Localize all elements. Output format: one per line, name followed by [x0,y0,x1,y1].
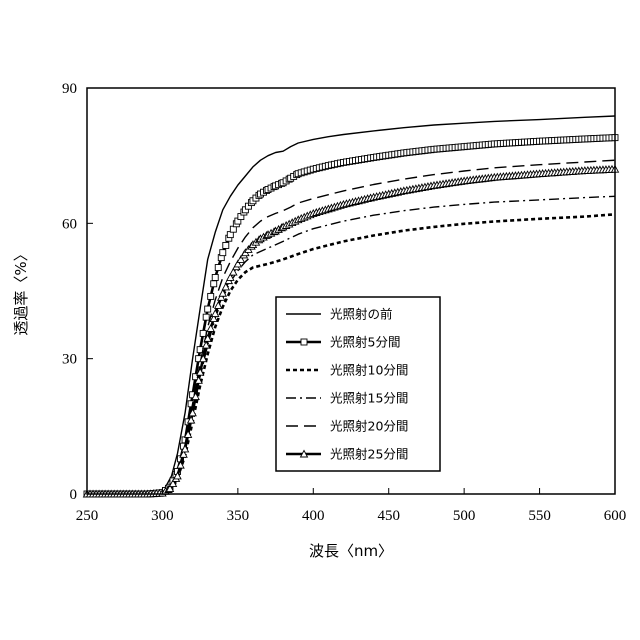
y-axis-title: 透過率〈%〉 [12,246,30,335]
legend-label: 光照射15分間 [330,391,408,406]
legend-label: 光照射の前 [330,307,393,322]
legend-label: 光照射25分間 [330,447,408,462]
y-tick-label: 90 [62,81,77,97]
legend-marker [301,339,307,345]
series-point [203,314,209,320]
legend-label: 光照射10分間 [330,363,408,378]
y-tick-label: 30 [62,352,77,368]
y-tick-label: 0 [70,487,78,503]
legend-label: 光照射5分間 [330,335,400,350]
legend-label: 光照射20分間 [330,419,408,434]
series-point [211,281,217,287]
series-point [208,293,214,299]
x-tick-label: 250 [76,508,99,524]
x-tick-label: 300 [151,508,174,524]
x-tick-label: 450 [377,508,400,524]
x-tick-label: 500 [453,508,476,524]
series-point [212,274,218,280]
series-point [220,250,226,256]
y-tick-label: 60 [62,216,77,232]
x-axis-title: 波長〈nm〉 [309,542,393,560]
legend: 光照射の前光照射5分間光照射10分間光照射15分間光照射20分間光照射25分間 [276,297,440,471]
legend-box [276,297,440,471]
series-point [223,242,229,248]
x-tick-label: 550 [528,508,551,524]
series-point [215,265,221,271]
series-point [205,306,211,312]
x-tick-label: 600 [604,508,627,524]
x-tick-label: 350 [227,508,250,524]
x-tick-label: 400 [302,508,325,524]
